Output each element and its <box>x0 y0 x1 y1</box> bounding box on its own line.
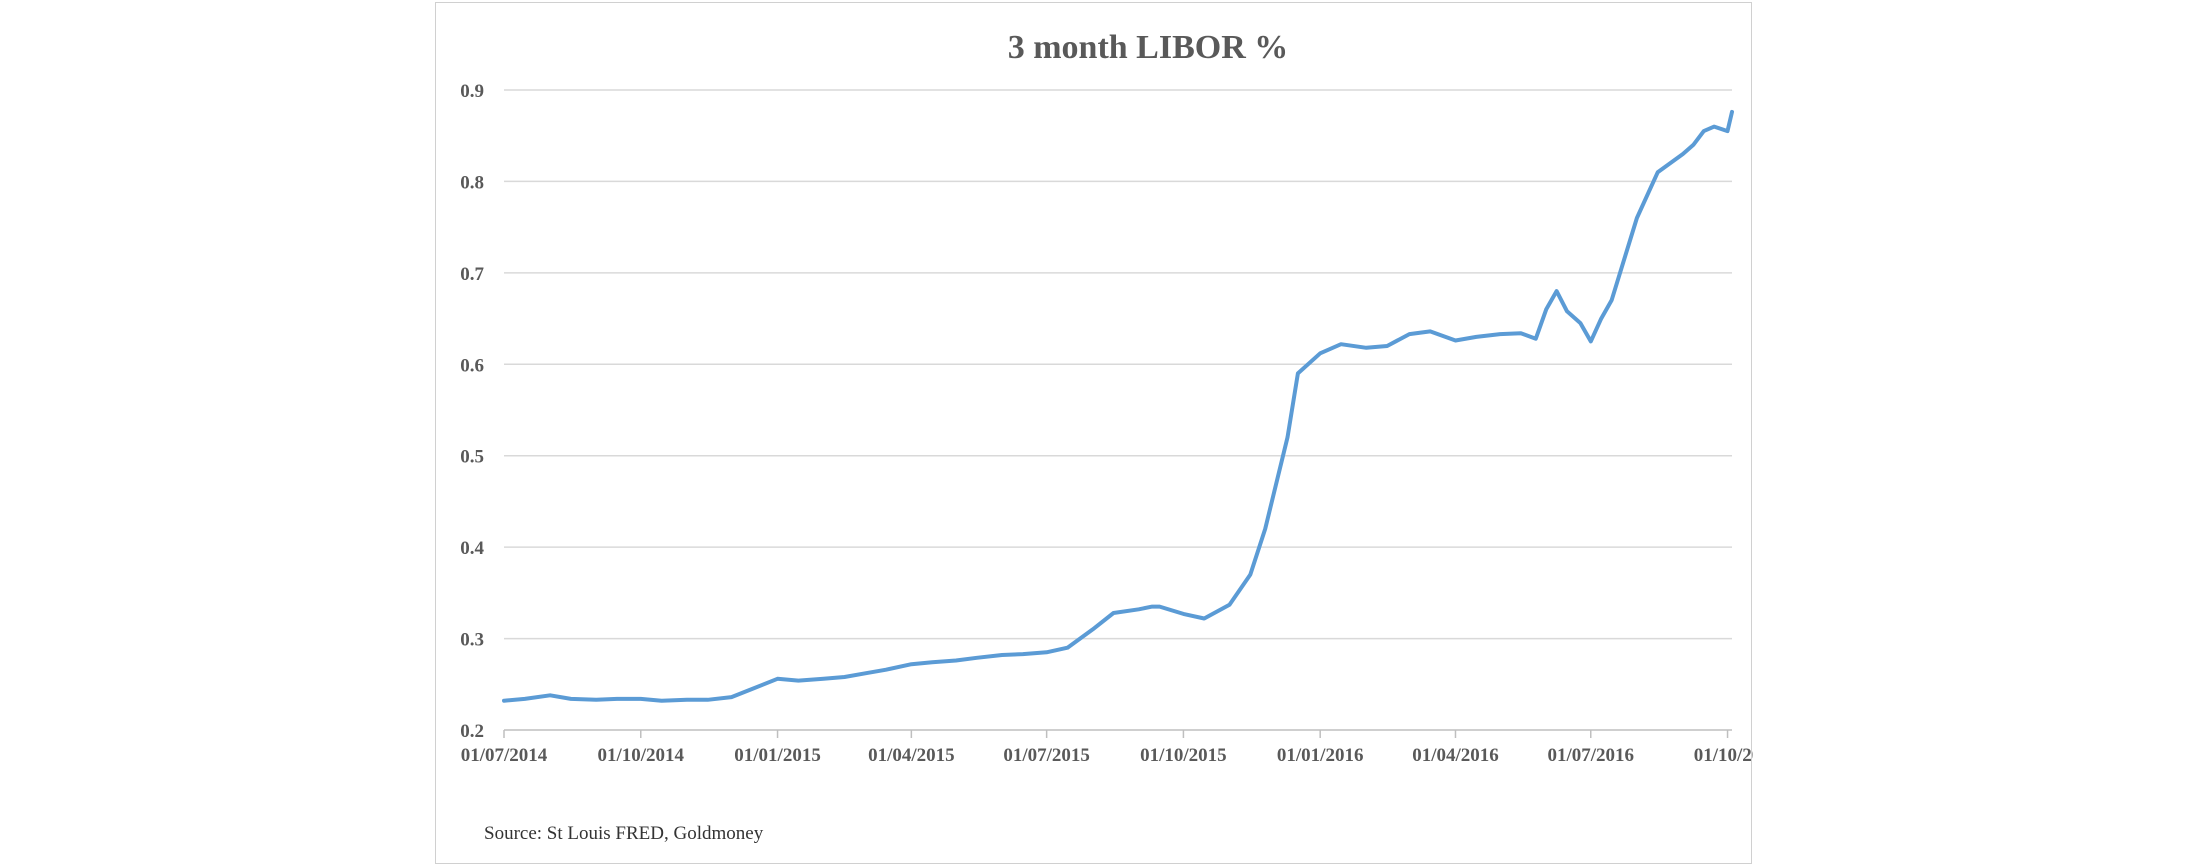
source-note: Source: St Louis FRED, Goldmoney <box>484 823 764 844</box>
gridlines <box>504 89 1732 640</box>
libor-series-line <box>502 109 1734 703</box>
x-tick-label: 01/07/2014 <box>461 745 548 766</box>
x-tick-label: 01/04/2016 <box>1412 745 1499 766</box>
x-tick-label: 01/01/2015 <box>734 745 821 766</box>
chart-title: 3 month LIBOR % <box>1008 29 1289 66</box>
x-tick-label: 01/07/2016 <box>1547 745 1634 766</box>
x-tick-label: 01/10/20 <box>1694 745 1753 766</box>
y-tick-label: 0.3 <box>460 630 484 651</box>
y-tick-label: 0.8 <box>460 172 484 193</box>
y-tick-label: 0.9 <box>460 81 484 102</box>
x-tick-label: 01/10/2015 <box>1140 745 1227 766</box>
y-tick-label: 0.7 <box>460 264 484 285</box>
libor-chart: 3 month LIBOR % 0.2 0.3 0.4 0.5 0.6 0.7 0.8 0.9… <box>460 29 1753 844</box>
x-tick-label: 01/01/2016 <box>1277 745 1364 766</box>
y-tick-label: 0.4 <box>460 538 484 559</box>
y-tick-label: 0.5 <box>460 447 484 468</box>
x-tick-label: 01/04/2015 <box>868 745 955 766</box>
chart-frame: 3 month LIBOR % 0.2 0.3 0.4 0.5 0.6 0.7 0.8 0.9… <box>435 2 1753 864</box>
y-tick-label: 0.6 <box>460 355 484 376</box>
x-tick-label: 01/10/2014 <box>597 745 684 766</box>
y-axis-ticks: 0.2 0.3 0.4 0.5 0.6 0.7 0.8 0.9 <box>460 81 484 742</box>
y-tick-label: 0.2 <box>460 721 484 742</box>
x-axis-ticks: 01/07/2014 01/10/2014 01/01/2015 01/04/2015… <box>461 730 1753 766</box>
x-tick-label: 01/07/2015 <box>1003 745 1090 766</box>
